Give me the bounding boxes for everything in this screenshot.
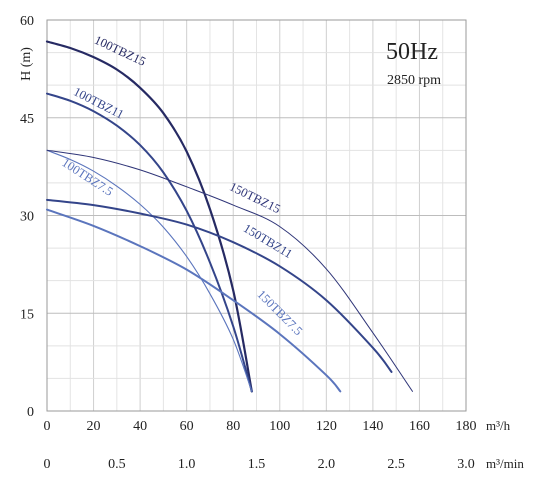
x-tick-label: 160 (409, 419, 430, 434)
x-tick-label: 80 (226, 419, 240, 434)
series-line-100tbz11 (46, 92, 253, 393)
grid (46, 19, 467, 412)
x-tick-label: 180 (456, 419, 477, 434)
x-tick-label: 100 (269, 419, 290, 434)
series-line-150tbz11 (46, 198, 393, 373)
tick-labels: 0 20 40 60 80 100 120 140 160 180 0 0.5 1.0 1.5 2.0 2.5… (20, 14, 477, 472)
series-line-150tbz7-5 (46, 208, 342, 393)
y-axis-label: H (m) (19, 47, 34, 81)
x-tick-label: 140 (362, 419, 383, 434)
y-tick-label: 45 (20, 112, 34, 127)
x-tick-label: 120 (316, 419, 337, 434)
performance-curves (45, 40, 413, 393)
x2-tick-label: 1.5 (248, 457, 266, 472)
frequency-label: 50Hz (386, 39, 438, 65)
y-tick-label: 60 (20, 14, 34, 29)
x2-tick-label: 2.5 (387, 457, 405, 472)
x2-tick-label: 2.0 (318, 457, 336, 472)
series-line-150tbz15 (46, 149, 413, 392)
x-tick-label: 0 (44, 419, 51, 434)
x2-tick-label: 0.5 (108, 457, 126, 472)
x2-tick-label: 0 (44, 457, 51, 472)
x-tick-label: 40 (133, 419, 147, 434)
x-tick-label: 60 (180, 419, 194, 434)
x-tick-label: 20 (87, 419, 101, 434)
y-tick-label: 30 (20, 210, 34, 225)
x2-tick-label: 3.0 (457, 457, 475, 472)
x-axis-unit-secondary: m³/min (486, 456, 524, 471)
y-tick-label: 15 (20, 307, 34, 322)
x2-tick-label: 1.0 (178, 457, 196, 472)
plot-frame (46, 19, 467, 412)
y-tick-label: 0 (27, 405, 34, 420)
speed-label: 2850 rpm (387, 73, 441, 88)
series-line-100tbz15 (45, 40, 253, 393)
x-axis-unit-primary: m³/h (486, 418, 511, 433)
